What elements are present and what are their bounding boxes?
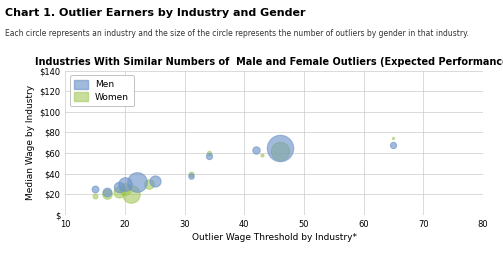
Point xyxy=(103,192,111,196)
Point xyxy=(133,180,141,184)
Legend: Men, Women: Men, Women xyxy=(70,75,134,106)
Point xyxy=(276,149,284,153)
Point xyxy=(151,179,159,183)
Text: Chart 1. Outlier Earners by Industry and Gender: Chart 1. Outlier Earners by Industry and… xyxy=(5,8,305,18)
Point xyxy=(276,146,284,150)
Point xyxy=(103,190,111,194)
Point xyxy=(252,148,260,152)
Title: Industries With Similar Numbers of  Male and Female Outliers (Expected Performan: Industries With Similar Numbers of Male … xyxy=(35,57,503,67)
Point xyxy=(187,174,195,178)
Point xyxy=(389,143,397,147)
Point xyxy=(115,185,123,189)
Point xyxy=(91,187,99,191)
Point xyxy=(121,182,129,186)
Point xyxy=(145,182,153,186)
Point xyxy=(127,192,135,196)
Point xyxy=(205,154,213,158)
Point xyxy=(258,153,266,157)
Text: Each circle represents an industry and the size of the circle represents the num: Each circle represents an industry and t… xyxy=(5,29,469,38)
Point xyxy=(121,187,129,191)
Point xyxy=(205,151,213,155)
X-axis label: Outlier Wage Threshold by Industry*: Outlier Wage Threshold by Industry* xyxy=(192,233,357,242)
Point xyxy=(389,135,397,140)
Point xyxy=(187,172,195,176)
Point xyxy=(115,190,123,194)
Y-axis label: Median Wage by Industry: Median Wage by Industry xyxy=(26,85,35,200)
Point xyxy=(91,194,99,198)
